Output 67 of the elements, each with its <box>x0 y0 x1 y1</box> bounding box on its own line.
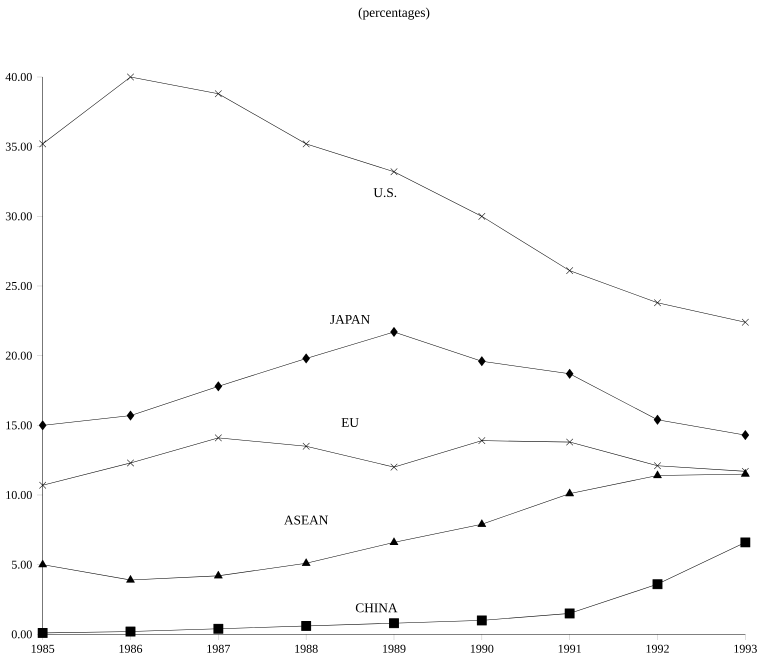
point <box>126 459 134 467</box>
point <box>742 430 750 440</box>
text: EU <box>342 418 359 427</box>
point <box>302 354 310 364</box>
point <box>302 140 310 148</box>
point <box>39 140 46 148</box>
point <box>653 470 662 478</box>
point <box>213 624 224 634</box>
series-label: CHINA <box>356 603 398 612</box>
point <box>390 168 398 176</box>
x-tick-label: 1986 <box>120 644 142 653</box>
y-tick-label: 5.00 <box>12 560 32 569</box>
x-tick-label: 1992 <box>646 644 669 653</box>
point <box>214 434 222 442</box>
point <box>301 621 312 631</box>
x-tick-label: 1988 <box>295 644 318 653</box>
point <box>214 570 223 578</box>
y-tick-label: 10.00 <box>6 490 32 500</box>
y-tick-label: 15.00 <box>6 421 32 430</box>
point <box>566 438 574 446</box>
point <box>126 626 136 636</box>
point <box>654 414 662 425</box>
point <box>476 615 487 626</box>
point <box>566 368 574 379</box>
point <box>39 482 46 489</box>
point <box>126 575 135 583</box>
point <box>565 488 574 496</box>
point <box>652 579 662 590</box>
point <box>566 267 574 274</box>
point <box>478 356 486 366</box>
point <box>390 537 398 545</box>
point <box>38 628 48 638</box>
x-tick-label: 1993 <box>734 644 757 653</box>
point <box>478 519 486 527</box>
point <box>302 442 310 450</box>
x-tick-label: 1990 <box>470 644 494 653</box>
point <box>126 410 134 421</box>
text: ASEAN <box>284 516 328 525</box>
point <box>38 560 47 568</box>
y-tick-label: 30.00 <box>6 212 32 220</box>
point <box>390 464 398 471</box>
y-tick-label: 40.00 <box>6 72 32 82</box>
y-tick-label: 20.00 <box>6 352 32 360</box>
point <box>654 299 662 306</box>
point <box>742 318 749 326</box>
point <box>126 73 134 81</box>
point <box>740 537 750 548</box>
x-tick-label: 1991 <box>558 644 581 653</box>
point <box>564 608 575 618</box>
point <box>654 462 662 470</box>
y-tick-label: 0.00 <box>12 630 32 638</box>
point <box>389 618 399 628</box>
point <box>302 558 310 566</box>
point <box>478 437 486 444</box>
point <box>478 212 486 220</box>
chart-title: (percentages) <box>358 8 430 20</box>
x-tick-label: 1989 <box>383 644 406 653</box>
point <box>38 420 46 430</box>
point <box>214 381 222 392</box>
series-label: U.S. <box>374 188 396 198</box>
x-tick-label: 1987 <box>207 644 230 653</box>
point <box>390 327 398 337</box>
y-tick-label: 35.00 <box>6 142 32 151</box>
point <box>214 90 222 98</box>
x-tick-label: 1985 <box>32 644 54 653</box>
series-label: JAPAN <box>330 314 370 324</box>
y-tick-label: 25.00 <box>6 282 32 290</box>
